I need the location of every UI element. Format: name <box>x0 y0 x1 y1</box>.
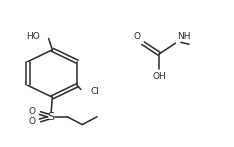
Text: NH: NH <box>177 32 190 41</box>
Text: HO: HO <box>26 32 40 41</box>
Text: Cl: Cl <box>90 87 99 96</box>
Text: O: O <box>29 107 35 116</box>
Text: O: O <box>29 117 35 126</box>
Text: OH: OH <box>152 72 166 81</box>
Text: O: O <box>134 32 141 41</box>
Text: S: S <box>48 112 55 122</box>
